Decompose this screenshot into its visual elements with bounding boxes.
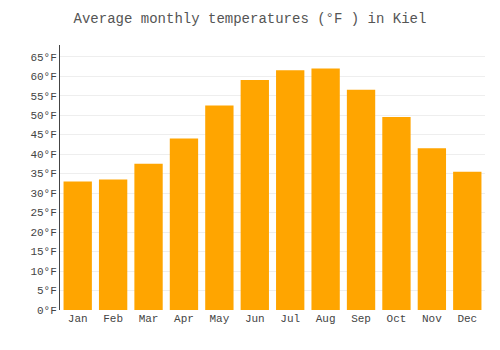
svg-text:35°F: 35°F <box>30 168 56 180</box>
svg-text:Jul: Jul <box>280 313 300 325</box>
svg-text:Dec: Dec <box>457 313 477 325</box>
svg-text:50°F: 50°F <box>30 110 56 122</box>
svg-text:55°F: 55°F <box>30 91 56 103</box>
svg-text:Nov: Nov <box>422 313 442 325</box>
svg-text:0°F: 0°F <box>37 305 57 317</box>
svg-text:Average monthly temperatures (: Average monthly temperatures (°F ) in Ki… <box>74 11 427 27</box>
svg-text:60°F: 60°F <box>30 71 56 83</box>
svg-text:Oct: Oct <box>387 313 407 325</box>
svg-text:20°F: 20°F <box>30 227 56 239</box>
svg-text:5°F: 5°F <box>37 285 57 297</box>
svg-text:May: May <box>209 313 229 325</box>
svg-text:Aug: Aug <box>316 313 336 325</box>
svg-text:Jan: Jan <box>68 313 88 325</box>
svg-text:Feb: Feb <box>103 313 123 325</box>
svg-text:Sep: Sep <box>351 313 371 325</box>
svg-text:15°F: 15°F <box>30 246 56 258</box>
svg-text:Mar: Mar <box>139 313 159 325</box>
svg-text:45°F: 45°F <box>30 129 56 141</box>
svg-text:25°F: 25°F <box>30 207 56 219</box>
svg-text:30°F: 30°F <box>30 188 56 200</box>
svg-text:10°F: 10°F <box>30 266 56 278</box>
svg-text:40°F: 40°F <box>30 149 56 161</box>
svg-text:Apr: Apr <box>174 313 194 325</box>
svg-text:65°F: 65°F <box>30 52 56 64</box>
svg-text:Jun: Jun <box>245 313 265 325</box>
